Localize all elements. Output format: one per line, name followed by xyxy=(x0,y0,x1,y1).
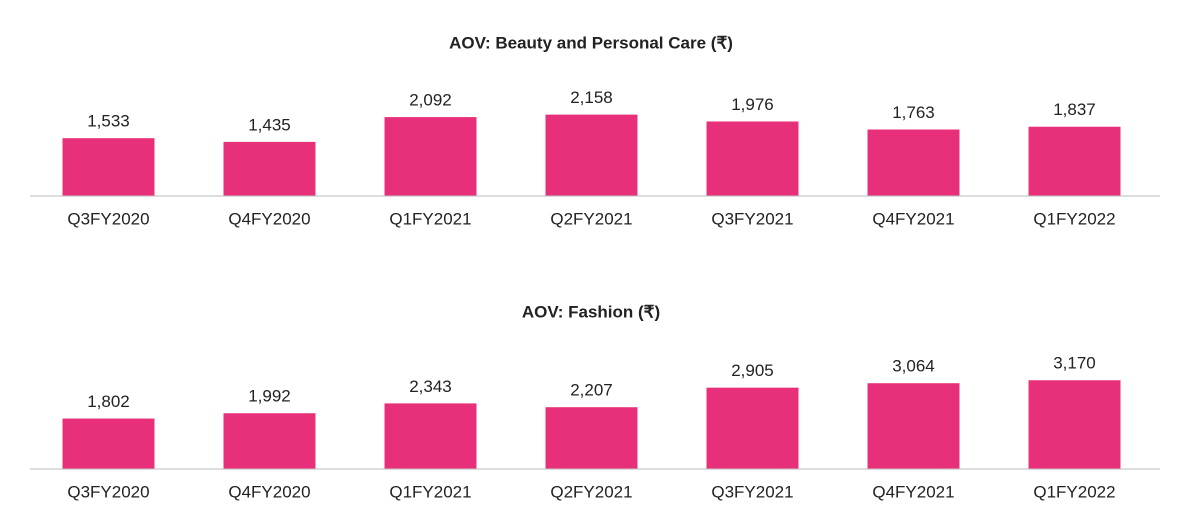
bar xyxy=(545,114,638,196)
chart-title: AOV: Beauty and Personal Care (₹) xyxy=(449,33,733,52)
x-tick-label: Q1FY2022 xyxy=(1033,482,1115,501)
bar xyxy=(706,387,799,469)
bar xyxy=(62,418,155,469)
bar xyxy=(62,138,155,196)
x-tick-label: Q3FY2020 xyxy=(67,482,149,501)
bar xyxy=(384,117,477,196)
bar xyxy=(223,413,316,469)
data-label: 3,064 xyxy=(892,357,935,376)
data-label: 1,992 xyxy=(248,387,291,406)
data-label: 1,763 xyxy=(892,103,935,122)
bar xyxy=(706,121,799,196)
data-label: 2,158 xyxy=(570,88,613,107)
data-label: 2,343 xyxy=(409,377,452,396)
x-tick-label: Q4FY2021 xyxy=(872,482,954,501)
bar xyxy=(867,129,960,196)
data-label: 2,905 xyxy=(731,361,774,380)
data-label: 1,837 xyxy=(1053,100,1096,119)
chart-title: AOV: Fashion (₹) xyxy=(522,302,660,321)
data-label: 2,207 xyxy=(570,381,613,400)
bar xyxy=(1028,380,1121,469)
x-tick-label: Q4FY2020 xyxy=(228,482,310,501)
data-label: 1,435 xyxy=(248,115,291,134)
bar xyxy=(867,383,960,469)
x-tick-label: Q4FY2021 xyxy=(872,209,954,228)
x-tick-label: Q1FY2022 xyxy=(1033,209,1115,228)
data-label: 1,533 xyxy=(87,112,130,131)
data-label: 3,170 xyxy=(1053,354,1096,373)
x-tick-label: Q3FY2020 xyxy=(67,209,149,228)
x-tick-label: Q3FY2021 xyxy=(711,209,793,228)
x-tick-label: Q2FY2021 xyxy=(550,209,632,228)
data-label: 2,092 xyxy=(409,91,452,110)
x-tick-label: Q1FY2021 xyxy=(389,209,471,228)
bar xyxy=(1028,126,1121,196)
data-label: 1,802 xyxy=(87,392,130,411)
x-tick-label: Q3FY2021 xyxy=(711,482,793,501)
bar xyxy=(223,141,316,196)
x-tick-label: Q2FY2021 xyxy=(550,482,632,501)
x-tick-label: Q4FY2020 xyxy=(228,209,310,228)
data-label: 1,976 xyxy=(731,95,774,114)
bar xyxy=(545,407,638,469)
bar xyxy=(384,403,477,469)
x-tick-label: Q1FY2021 xyxy=(389,482,471,501)
